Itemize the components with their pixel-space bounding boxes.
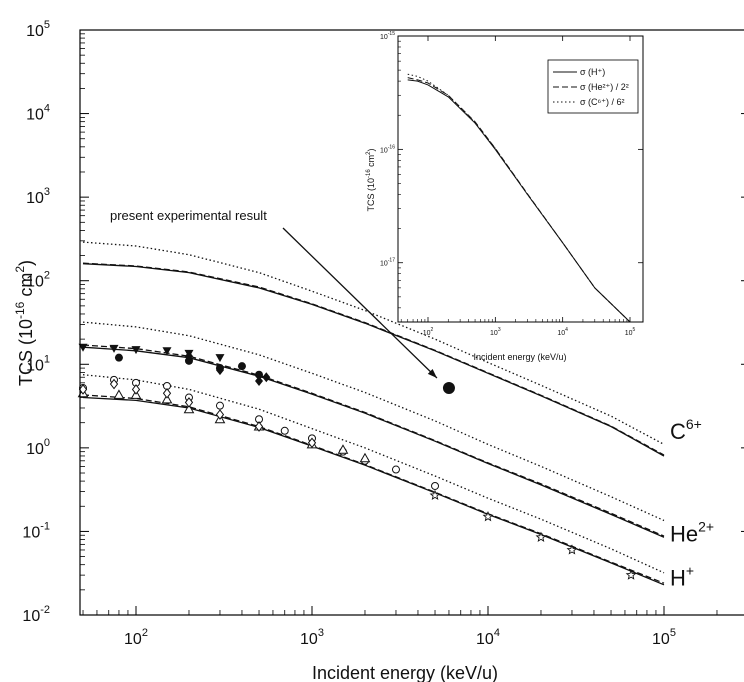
data-point-diamond-filled: [215, 365, 224, 376]
data-point-star: [566, 544, 578, 555]
data-point-diamond-open: [254, 421, 264, 432]
inset-curves: [407, 73, 631, 323]
inset-plot: 102 103 104 105 10-15 10-16 10-17 Incident ene…: [366, 31, 644, 362]
ion-label: H+: [670, 563, 694, 591]
data-point-triangle-open: [183, 403, 195, 414]
main-curves: [82, 241, 665, 586]
data-point-triangle-open: [113, 389, 125, 399]
inset-legend: σ (H⁺) σ (He²⁺) / 2² σ (C⁶⁺) / 6²: [547, 59, 639, 114]
data-point-star: [482, 511, 494, 522]
data-point-triangle-down-filled: [162, 347, 172, 356]
inset-x-tick-label: 104: [557, 327, 568, 337]
data-point-triangle-open: [337, 444, 349, 454]
y-axis-title: TCS (10-16 cm2): [13, 260, 36, 386]
data-point-circle-filled-large: [442, 382, 455, 395]
annotation-arrow-shaft: [282, 227, 438, 379]
inset-tick-labels: 102 103 104 105 10-15 10-16 10-17: [380, 31, 636, 337]
data-point-triangle-down-filled: [78, 343, 88, 352]
series-line-dashed: [82, 344, 665, 537]
annotation: present experimental result: [110, 208, 438, 379]
data-point-circle-open: [280, 426, 289, 435]
series-line-dotted: [82, 241, 665, 445]
legend-label: σ (H⁺): [580, 67, 605, 77]
data-point-star: [535, 531, 547, 542]
inset-series-line-dotted: [407, 73, 631, 323]
inset-y-axis-title: TCS (10-16 cm2): [366, 148, 376, 211]
data-point-circle-filled: [237, 362, 246, 371]
data-point-diamond-filled: [255, 376, 264, 387]
main-plot-frame: [79, 29, 744, 616]
data-point-triangle-open: [161, 393, 173, 404]
series-line-dashed: [82, 262, 665, 456]
data-point-diamond-open: [307, 437, 317, 449]
data-point-diamond-filled: [262, 372, 271, 383]
data-point-diamond-open: [215, 409, 225, 420]
series-line-dotted: [82, 374, 665, 574]
data-point-triangle-down-filled: [215, 354, 225, 363]
data-point-diamond-open: [109, 378, 119, 390]
inset-ticks: [398, 35, 643, 322]
ion-labels: C6+ He2+ H+: [670, 416, 714, 591]
data-point-diamond-open: [131, 384, 141, 395]
inset-x-tick-label: 103: [490, 327, 501, 337]
data-point-circle-open: [391, 465, 400, 474]
data-point-circle-open: [431, 481, 440, 490]
legend-label: σ (He²⁺) / 2²: [580, 82, 629, 92]
data-point-circle-filled: [255, 370, 264, 379]
inset-x-tick-label: 102: [423, 327, 434, 337]
annotation-arrow-head: [427, 369, 437, 379]
x-axis-title: Incident energy (keV/u): [312, 663, 498, 682]
ion-label: C6+: [670, 416, 702, 444]
data-point-circle-filled: [114, 353, 123, 362]
main-data-points: [77, 343, 637, 580]
data-point-star: [429, 489, 441, 500]
data-point-star: [625, 569, 637, 580]
inset-y-tick-label: 10-15: [380, 31, 395, 41]
data-point-diamond-open: [162, 387, 172, 399]
annotation-text: present experimental result: [110, 208, 267, 223]
data-point-triangle-down-filled: [109, 344, 119, 353]
data-point-diamond-open: [78, 384, 88, 395]
inset-y-tick-label: 10-16: [380, 144, 395, 154]
inset-x-tick-label: 105: [625, 327, 636, 337]
data-point-circle-open: [215, 401, 224, 410]
series-line-dotted: [82, 321, 665, 522]
legend-label: σ (C⁶⁺) / 6²: [580, 97, 625, 107]
data-point-triangle-down-filled: [131, 346, 141, 355]
inset-y-tick-label: 10-17: [380, 258, 395, 268]
data-point-diamond-filled: [184, 351, 193, 362]
inset-x-axis-title: Incident energy (keV/u): [473, 352, 566, 362]
data-point-diamond-open: [184, 397, 194, 408]
data-point-triangle-open: [359, 452, 371, 463]
ion-label: He2+: [670, 518, 714, 546]
